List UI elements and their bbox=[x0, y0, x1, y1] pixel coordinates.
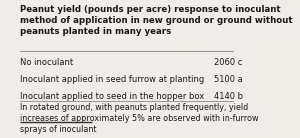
Text: In rotated ground, with peanuts planted frequently, yield
increases of approxima: In rotated ground, with peanuts planted … bbox=[20, 103, 259, 134]
Text: 2060 c: 2060 c bbox=[214, 58, 242, 67]
Text: Inoculant applied to seed in the hopper box: Inoculant applied to seed in the hopper … bbox=[20, 92, 205, 101]
Text: 5100 a: 5100 a bbox=[214, 75, 242, 84]
Text: No inoculant: No inoculant bbox=[20, 58, 74, 67]
Text: Peanut yield (pounds per acre) response to inoculant
method of application in ne: Peanut yield (pounds per acre) response … bbox=[20, 5, 293, 36]
Text: Inoculant applied in seed furrow at planting: Inoculant applied in seed furrow at plan… bbox=[20, 75, 205, 84]
Text: 4140 b: 4140 b bbox=[214, 92, 243, 101]
